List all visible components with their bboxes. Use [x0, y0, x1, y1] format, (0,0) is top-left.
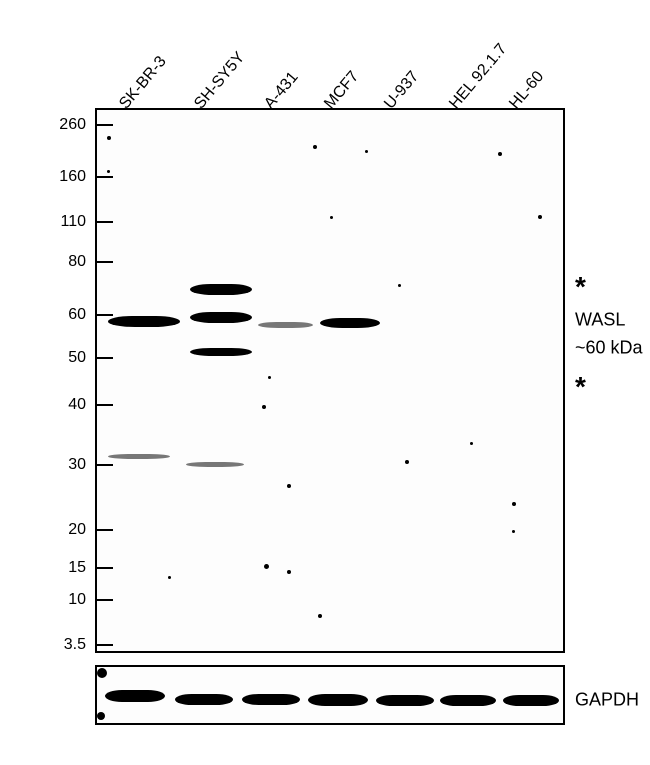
blot-band [190, 284, 252, 295]
gapdh-band [105, 690, 165, 702]
western-blot-figure: SK-BR-3 SH-SY5Y A-431 MCF7 U-937 HEL 92.1.7HL… [0, 0, 650, 765]
speck [405, 460, 409, 464]
speck [313, 145, 317, 149]
speck [107, 136, 111, 140]
mw-tick [95, 314, 113, 316]
speck [470, 442, 473, 445]
speck [498, 152, 502, 156]
speck [262, 405, 266, 409]
mw-label: 160 [59, 168, 86, 186]
gapdh-label: GAPDH [575, 690, 639, 711]
mw-tick [95, 644, 113, 646]
lane-label: U-937 [381, 68, 423, 113]
mw-tick [95, 176, 113, 178]
lane-label: SH-SY5Y [191, 49, 249, 113]
mw-tick [95, 599, 113, 601]
blob [97, 668, 107, 678]
gapdh-band [242, 694, 300, 705]
speck [512, 502, 516, 506]
asterisk-annotation: * [575, 371, 586, 403]
speck [287, 570, 291, 574]
mw-tick [95, 567, 113, 569]
blot-band [190, 348, 252, 356]
speck [107, 170, 110, 173]
blot-band [258, 322, 313, 328]
mw-label: 3.5 [64, 636, 86, 654]
mw-tick [95, 357, 113, 359]
blot-band [190, 312, 252, 323]
blob [97, 712, 105, 720]
lane-label: HL-60 [506, 68, 548, 113]
gapdh-band [440, 695, 496, 706]
main-blot-panel [95, 108, 565, 653]
mw-tick [95, 529, 113, 531]
target-label: ~60 kDa [575, 338, 643, 359]
blot-band [108, 316, 180, 327]
mw-label: 40 [68, 396, 86, 414]
mw-label: 15 [68, 559, 86, 577]
target-label: WASL [575, 310, 625, 331]
lane-label: A-431 [261, 69, 302, 113]
speck [365, 150, 368, 153]
mw-label: 80 [68, 253, 86, 271]
blot-band [108, 454, 170, 459]
speck [264, 564, 269, 569]
mw-tick [95, 404, 113, 406]
mw-label: 30 [68, 456, 86, 474]
gapdh-band [376, 695, 434, 706]
lane-label: HEL 92.1.7 [446, 41, 511, 113]
speck [512, 530, 515, 533]
asterisk-annotation: * [575, 271, 586, 303]
mw-label: 50 [68, 349, 86, 367]
mw-label: 60 [68, 306, 86, 324]
mw-tick [95, 261, 113, 263]
lane-label: MCF7 [321, 68, 363, 113]
speck [168, 576, 171, 579]
blot-band [320, 318, 380, 328]
mw-label: 260 [59, 116, 86, 134]
gapdh-band [308, 694, 368, 706]
speck [287, 484, 291, 488]
speck [538, 215, 542, 219]
speck [268, 376, 271, 379]
gapdh-band [175, 694, 233, 705]
mw-tick [95, 464, 113, 466]
lane-label: SK-BR-3 [116, 53, 170, 113]
mw-label: 20 [68, 521, 86, 539]
mw-label: 10 [68, 591, 86, 609]
speck [318, 614, 322, 618]
gapdh-band [503, 695, 559, 706]
mw-tick [95, 221, 113, 223]
blot-band [186, 462, 244, 467]
speck [330, 216, 333, 219]
speck [398, 284, 401, 287]
mw-tick [95, 124, 113, 126]
mw-label: 110 [60, 213, 86, 231]
